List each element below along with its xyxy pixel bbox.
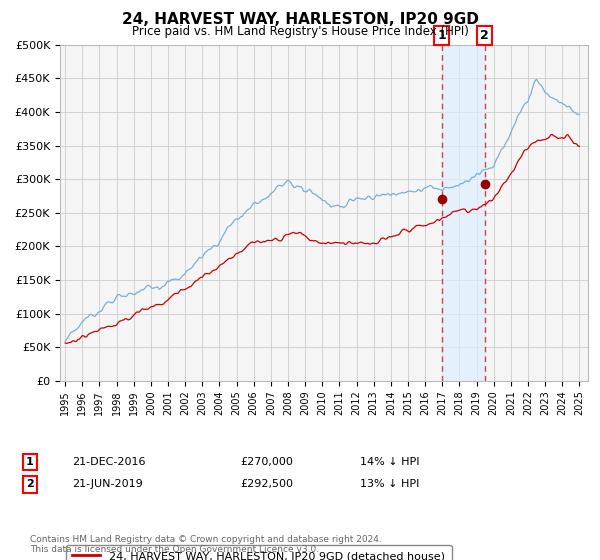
Text: 2: 2 xyxy=(480,29,489,42)
Text: 21-JUN-2019: 21-JUN-2019 xyxy=(72,479,143,489)
Text: £292,500: £292,500 xyxy=(240,479,293,489)
Text: £270,000: £270,000 xyxy=(240,457,293,467)
Bar xyxy=(442,45,485,381)
Text: 1: 1 xyxy=(437,29,446,42)
Text: 21-DEC-2016: 21-DEC-2016 xyxy=(72,457,146,467)
Text: 1: 1 xyxy=(26,457,34,467)
Text: 24, HARVEST WAY, HARLESTON, IP20 9GD: 24, HARVEST WAY, HARLESTON, IP20 9GD xyxy=(122,12,478,27)
Legend: 24, HARVEST WAY, HARLESTON, IP20 9GD (detached house), HPI: Average price, detac: 24, HARVEST WAY, HARLESTON, IP20 9GD (de… xyxy=(65,545,452,560)
Text: 14% ↓ HPI: 14% ↓ HPI xyxy=(360,457,419,467)
Text: 13% ↓ HPI: 13% ↓ HPI xyxy=(360,479,419,489)
Text: Price paid vs. HM Land Registry's House Price Index (HPI): Price paid vs. HM Land Registry's House … xyxy=(131,25,469,38)
Text: Contains HM Land Registry data © Crown copyright and database right 2024.
This d: Contains HM Land Registry data © Crown c… xyxy=(30,535,382,554)
Text: 2: 2 xyxy=(26,479,34,489)
